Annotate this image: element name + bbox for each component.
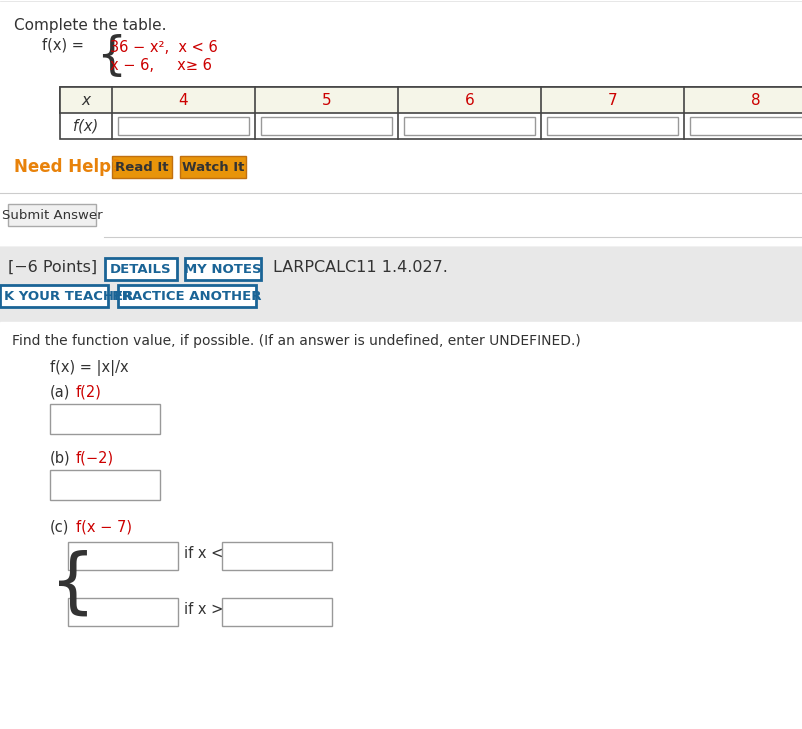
FancyBboxPatch shape: [403, 117, 534, 135]
FancyBboxPatch shape: [689, 117, 802, 135]
FancyBboxPatch shape: [184, 258, 261, 280]
Text: if x <: if x <: [184, 546, 223, 561]
Text: K YOUR TEACHER: K YOUR TEACHER: [4, 289, 133, 303]
Text: f(x) =: f(x) =: [42, 37, 83, 52]
FancyBboxPatch shape: [118, 285, 256, 307]
FancyBboxPatch shape: [68, 598, 178, 626]
Text: Submit Answer: Submit Answer: [2, 208, 102, 222]
Text: 8: 8: [750, 93, 759, 107]
FancyBboxPatch shape: [60, 87, 802, 139]
FancyBboxPatch shape: [50, 470, 160, 500]
Text: (c): (c): [50, 520, 69, 535]
Text: x − 6,     x≥ 6: x − 6, x≥ 6: [110, 58, 212, 73]
Text: f(x − 7): f(x − 7): [76, 520, 132, 535]
Text: {: {: [50, 550, 96, 618]
Text: 4: 4: [179, 93, 188, 107]
FancyBboxPatch shape: [180, 156, 245, 178]
Text: LARPCALC11 1.4.027.: LARPCALC11 1.4.027.: [273, 260, 448, 275]
Text: f(x) = |x|/x: f(x) = |x|/x: [50, 360, 128, 376]
Text: f(2): f(2): [76, 384, 102, 399]
Text: DETAILS: DETAILS: [110, 262, 172, 276]
Text: 7: 7: [607, 93, 617, 107]
FancyBboxPatch shape: [0, 247, 802, 322]
FancyBboxPatch shape: [8, 204, 96, 226]
Text: if x >: if x >: [184, 602, 223, 617]
FancyBboxPatch shape: [118, 117, 249, 135]
FancyBboxPatch shape: [546, 117, 677, 135]
Text: 5: 5: [322, 93, 331, 107]
FancyBboxPatch shape: [0, 285, 107, 307]
FancyBboxPatch shape: [0, 322, 802, 729]
FancyBboxPatch shape: [50, 404, 160, 434]
FancyBboxPatch shape: [261, 117, 391, 135]
FancyBboxPatch shape: [105, 258, 176, 280]
Text: x: x: [81, 93, 91, 107]
FancyBboxPatch shape: [221, 598, 331, 626]
Text: PRACTICE ANOTHER: PRACTICE ANOTHER: [112, 289, 261, 303]
Text: Complete the table.: Complete the table.: [14, 18, 166, 33]
Text: MY NOTES: MY NOTES: [184, 262, 261, 276]
Text: (b): (b): [50, 450, 71, 465]
Text: Read It: Read It: [115, 160, 168, 174]
FancyBboxPatch shape: [111, 156, 172, 178]
FancyBboxPatch shape: [221, 542, 331, 570]
FancyBboxPatch shape: [68, 542, 178, 570]
Text: 36 − x²,  x < 6: 36 − x², x < 6: [110, 40, 217, 55]
Text: Find the function value, if possible. (If an answer is undefined, enter UNDEFINE: Find the function value, if possible. (I…: [12, 334, 580, 348]
Text: Need Help?: Need Help?: [14, 158, 120, 176]
Text: Watch It: Watch It: [181, 160, 244, 174]
Text: [−6 Points]: [−6 Points]: [8, 260, 97, 275]
Text: f(x): f(x): [73, 119, 99, 133]
Text: {: {: [96, 34, 126, 79]
Text: f(−2): f(−2): [76, 450, 114, 465]
FancyBboxPatch shape: [60, 87, 802, 113]
Text: 6: 6: [464, 93, 474, 107]
Text: (a): (a): [50, 384, 71, 399]
